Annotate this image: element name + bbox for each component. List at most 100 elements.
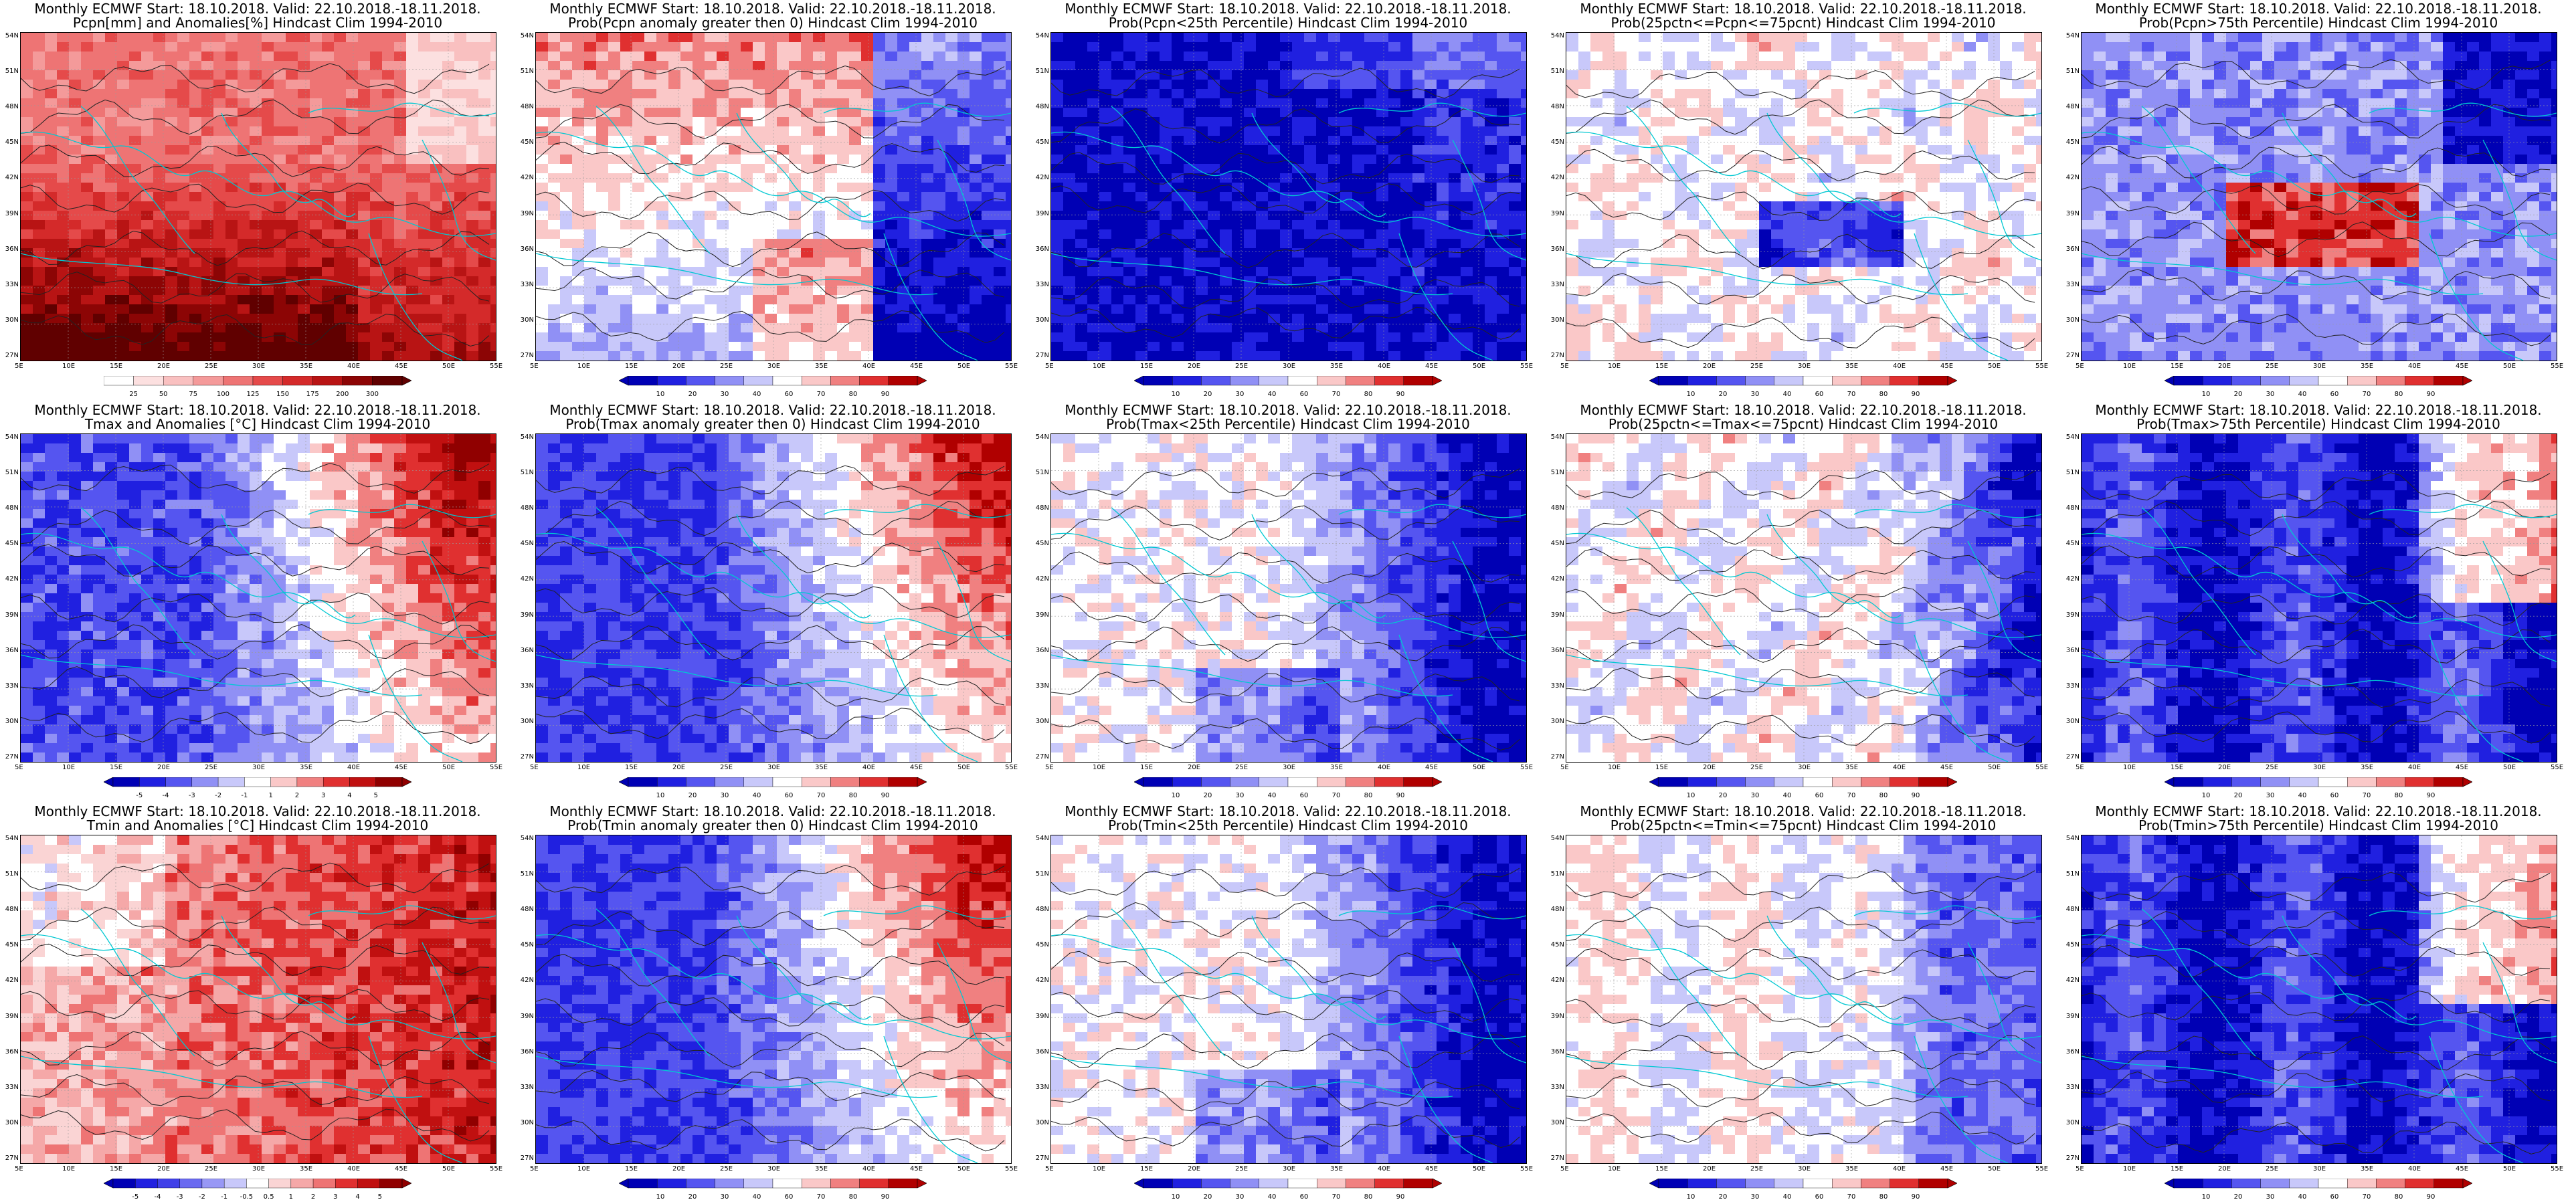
- latitude-label: 48N: [518, 103, 534, 110]
- colorbar-tick-label: 80: [849, 1193, 858, 1201]
- panel-title: Monthly ECMWF Start: 18.10.2018. Valid: …: [1546, 403, 2061, 417]
- longitude-label: 30E: [767, 764, 780, 771]
- longitude-label: 20E: [157, 1165, 170, 1173]
- map-panel: Monthly ECMWF Start: 18.10.2018. Valid: …: [2061, 401, 2576, 803]
- latitude-label: 30N: [1548, 718, 1564, 725]
- colorbar-tick-label: -4: [163, 792, 169, 799]
- panel-title: Monthly ECMWF Start: 18.10.2018. Valid: …: [515, 1, 1030, 16]
- latitude-label: 51N: [1548, 68, 1564, 75]
- colorbar-tick-label: 70: [1332, 391, 1341, 398]
- latitude-label: 27N: [3, 753, 19, 761]
- colorbar-tick-label: -1: [221, 1193, 227, 1201]
- longitude-label: 5E: [15, 1165, 23, 1173]
- colorbar-tick-label: 20: [1204, 391, 1212, 398]
- longitude-label: 15E: [1140, 363, 1153, 370]
- latitude-label: 45N: [2063, 941, 2080, 948]
- latitude-label: 51N: [1033, 68, 1049, 75]
- longitude-label: 5E: [2076, 764, 2084, 771]
- latitude-label: 36N: [1548, 1048, 1564, 1056]
- longitude-label: 20E: [1188, 1165, 1200, 1173]
- colorbar-tick-label: 10: [1687, 1193, 1695, 1201]
- latitude-label: 33N: [518, 682, 534, 690]
- longitude-label: 40E: [862, 363, 875, 370]
- latitude-label: 30N: [2063, 1119, 2080, 1126]
- colorbar-tick-label: 30: [721, 1193, 729, 1201]
- latitude-label: 51N: [518, 469, 534, 476]
- colorbar-tick-label: 80: [1879, 391, 1888, 398]
- longitude-label: 15E: [1655, 363, 1668, 370]
- longitude-label: 5E: [1560, 764, 1569, 771]
- latitude-label: 36N: [3, 1048, 19, 1056]
- colorbar-tick-label: 30: [1236, 1193, 1245, 1201]
- longitude-label: 40E: [1378, 1165, 1390, 1173]
- longitude-label: 40E: [347, 1165, 360, 1173]
- longitude-label: 20E: [157, 363, 170, 370]
- longitude-label: 20E: [672, 764, 685, 771]
- colorbar-tick-label: 3: [333, 1193, 337, 1201]
- colorbar-tick-label: 150: [276, 391, 289, 398]
- map-area: [2081, 835, 2557, 1164]
- colorbar-tick-label: 90: [1912, 391, 1920, 398]
- longitude-label: 45E: [2456, 363, 2468, 370]
- latitude-label: 54N: [1033, 835, 1049, 842]
- latitude-label: 54N: [1033, 32, 1049, 39]
- longitude-label: 5E: [1045, 764, 1054, 771]
- longitude-label: 25E: [2266, 764, 2278, 771]
- latitude-label: 36N: [2063, 647, 2080, 654]
- longitude-label: 15E: [1655, 1165, 1668, 1173]
- colorbar-tick-label: 20: [1719, 1193, 1728, 1201]
- colorbar-tick-label: 30: [1751, 792, 1760, 799]
- latitude-label: 39N: [1033, 611, 1049, 619]
- latitude-label: 27N: [3, 1155, 19, 1162]
- colorbar: 10 20 30 40 60 70 80 90: [1134, 376, 1442, 400]
- latitude-label: 54N: [3, 835, 19, 842]
- map-panel: Monthly ECMWF Start: 18.10.2018. Valid: …: [515, 0, 1030, 401]
- longitude-label: 30E: [2313, 1165, 2326, 1173]
- longitude-label: 50E: [957, 363, 970, 370]
- colorbar-tick-label: 90: [1396, 792, 1405, 799]
- latitude-label: 27N: [518, 352, 534, 359]
- longitude-label: 5E: [1045, 1165, 1054, 1173]
- latitude-label: 48N: [1033, 504, 1049, 512]
- longitude-label: 35E: [2361, 363, 2373, 370]
- longitude-label: 30E: [252, 363, 265, 370]
- colorbar-tick-label: 10: [1687, 792, 1695, 799]
- longitude-label: 30E: [767, 1165, 780, 1173]
- latitude-label: 36N: [1033, 647, 1049, 654]
- colorbar-tick-label: 40: [2298, 1193, 2307, 1201]
- latitude-label: 48N: [1033, 906, 1049, 913]
- latitude-label: 39N: [1033, 1013, 1049, 1020]
- longitude-label: 15E: [110, 1165, 122, 1173]
- colorbar: 10 20 30 40 60 70 80 90: [1649, 376, 1957, 400]
- longitude-label: 35E: [1330, 1165, 1343, 1173]
- longitude-label: 25E: [2266, 1165, 2278, 1173]
- colorbar-tick-label: 20: [688, 792, 697, 799]
- latitude-label: 54N: [1548, 835, 1564, 842]
- latitude-label: 30N: [1033, 1119, 1049, 1126]
- longitude-label: 30E: [1283, 1165, 1295, 1173]
- latitude-label: 27N: [1033, 1155, 1049, 1162]
- longitude-label: 10E: [1093, 764, 1105, 771]
- colorbar-tick-label: 4: [347, 792, 351, 799]
- colorbar-tick-label: 100: [217, 391, 229, 398]
- colorbar-tick-label: 30: [2266, 1193, 2275, 1201]
- latitude-label: 54N: [1548, 32, 1564, 39]
- latitude-label: 27N: [1033, 753, 1049, 761]
- latitude-label: 42N: [518, 977, 534, 984]
- longitude-label: 35E: [815, 764, 828, 771]
- longitude-label: 40E: [1378, 764, 1390, 771]
- colorbar-tick-label: 10: [656, 391, 665, 398]
- colorbar: 10 20 30 40 60 70 80 90: [619, 1179, 927, 1203]
- latitude-label: 36N: [518, 1048, 534, 1056]
- panel-title: Monthly ECMWF Start: 18.10.2018. Valid: …: [1546, 804, 2061, 819]
- colorbar-tick-label: 10: [1172, 1193, 1180, 1201]
- panel-subtitle: Prob(Tmin<25th Percentile) Hindcast Clim…: [1030, 818, 1546, 833]
- colorbar-tick-label: 40: [1783, 792, 1792, 799]
- longitude-label: 45E: [1425, 764, 1438, 771]
- colorbar-tick-label: 200: [336, 391, 349, 398]
- panel-title: Monthly ECMWF Start: 18.10.2018. Valid: …: [1030, 1, 1546, 16]
- longitude-label: 45E: [1425, 363, 1438, 370]
- latitude-label: 39N: [518, 611, 534, 619]
- latitude-label: 30N: [3, 1119, 19, 1126]
- latitude-label: 48N: [2063, 103, 2080, 110]
